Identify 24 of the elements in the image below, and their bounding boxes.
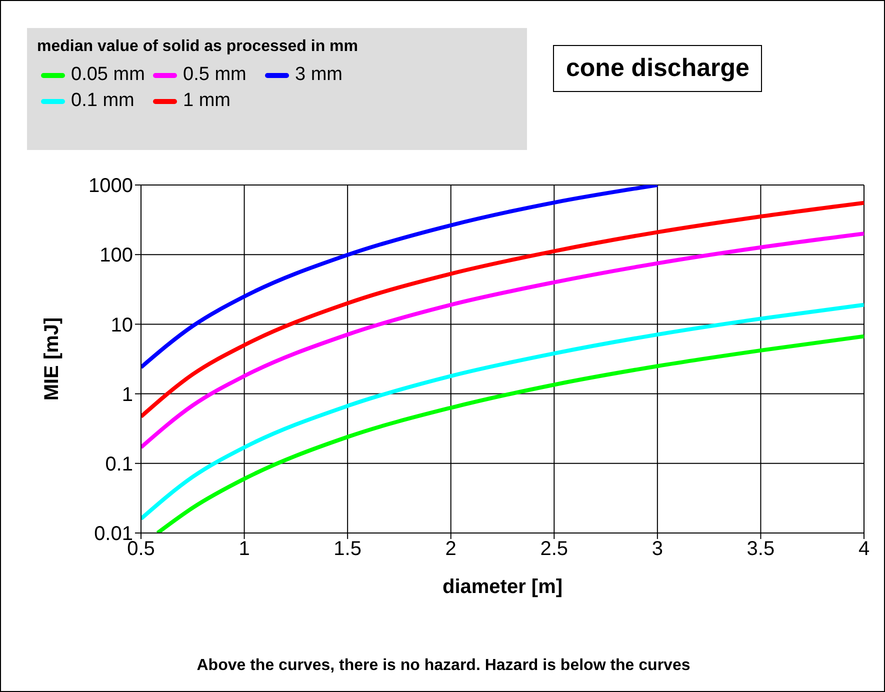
legend-label: 1 mm [182, 90, 232, 112]
legend-label: 0.5 mm [182, 64, 248, 86]
line-series [156, 334, 864, 533]
x-axis-title: diameter [m] [442, 576, 563, 598]
y-tick-label: 100 [100, 244, 133, 267]
legend-label: 0.05 mm [70, 64, 146, 86]
y-tick-label: 1000 [88, 175, 133, 198]
legend-label: 0.1 mm [70, 90, 136, 112]
text: Above the curves, there is no hazard. Hazard is below the curves [196, 657, 692, 675]
y-tick-label: 1 [122, 384, 133, 406]
chart-title: cone discharge [553, 45, 762, 92]
x-tick-label: 3.5 [746, 538, 775, 560]
y-tick-label: 10 [110, 314, 133, 336]
y-tick-label: 0.1 [105, 454, 133, 476]
line-series [141, 185, 660, 370]
x-tick-label: 4 [858, 538, 870, 560]
x-tick-label: 2 [445, 538, 456, 560]
x-tick-label: 1.5 [334, 538, 362, 560]
x-tick-label: 3 [652, 538, 663, 560]
x-tick-label: 2.5 [540, 538, 568, 560]
y-axis-title: MIE [mJ] [41, 317, 64, 401]
legend-title: median value of solid as processed in mm [36, 37, 359, 56]
x-tick-label: 1 [238, 538, 250, 560]
legend-label: 3 mm [294, 64, 344, 86]
